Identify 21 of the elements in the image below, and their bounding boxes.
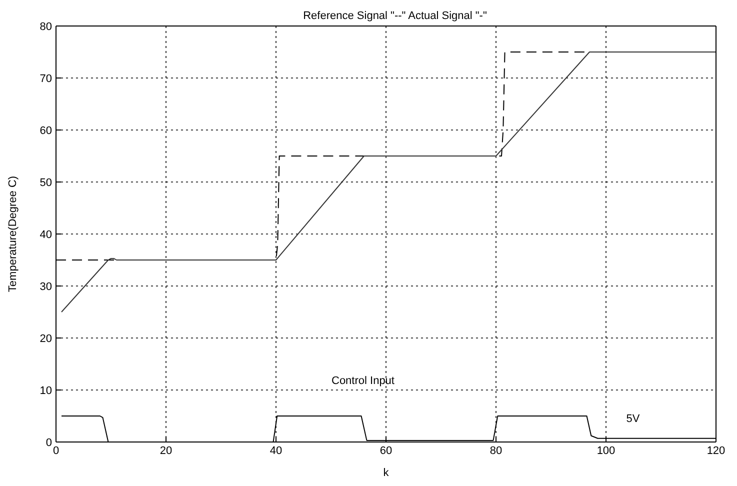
y-tick-label: 80 bbox=[40, 20, 52, 33]
x-tick-label: 20 bbox=[160, 444, 172, 457]
line-series bbox=[61, 52, 716, 312]
y-tick-label: 20 bbox=[40, 332, 52, 345]
chart-title: Reference Signal "--" Actual Signal "-" bbox=[303, 10, 487, 22]
x-tick-label: 120 bbox=[706, 444, 726, 457]
y-axis-title: Temperature(Degree C) bbox=[6, 176, 19, 292]
annotation: Control Input bbox=[332, 375, 394, 387]
y-tick-label: 70 bbox=[40, 72, 52, 85]
x-tick-label: 60 bbox=[380, 444, 392, 457]
x-tick-label: 80 bbox=[490, 444, 502, 457]
y-tick-label: 60 bbox=[40, 124, 52, 137]
y-tick-label: 50 bbox=[40, 176, 52, 189]
y-tick-label: 40 bbox=[40, 228, 52, 241]
x-tick-label: 100 bbox=[596, 444, 616, 457]
annotation: 5V bbox=[626, 413, 640, 425]
y-tick-label: 30 bbox=[40, 280, 52, 293]
y-tick-label: 0 bbox=[46, 436, 52, 449]
y-tick-label: 10 bbox=[40, 384, 52, 397]
x-axis-title: k bbox=[383, 467, 390, 479]
x-tick-label: 40 bbox=[270, 444, 282, 457]
